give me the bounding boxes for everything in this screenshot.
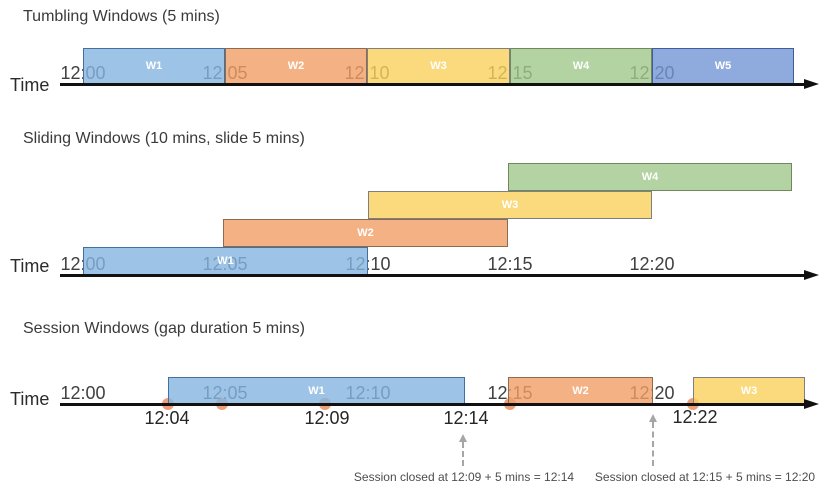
window-label: W1 [308, 384, 325, 397]
window-box-sliding-w4 [508, 163, 792, 191]
annotation-arrow-line [652, 422, 654, 466]
window-box-session-w1 [168, 377, 465, 404]
window-label: W2 [357, 227, 374, 239]
time-axis-label: Time [10, 256, 50, 276]
window-box-tumbling-w1 [83, 48, 225, 84]
window-label: W3 [430, 60, 447, 72]
annotation-arrow-line [462, 442, 464, 466]
window-label: W5 [714, 60, 732, 72]
annotation-text: Session closed at 12:09 + 5 mins = 12:14 [353, 470, 575, 484]
window-label: W4 [572, 60, 590, 72]
tick-label: 12:15 [487, 254, 533, 274]
window-label: W3 [740, 384, 758, 397]
time-axis-label: Time [10, 389, 50, 409]
window-label: W2 [287, 60, 305, 72]
window-box-tumbling-w3 [367, 48, 510, 84]
annotation-arrow-icon [648, 414, 657, 422]
timeline-axis [60, 274, 806, 277]
timeline-axis [60, 83, 806, 86]
event-time-label: 12:22 [672, 407, 718, 427]
section-title-tumbling: Tumbling Windows (5 mins) [23, 8, 220, 25]
time-axis-label: Time [10, 75, 50, 95]
axis-arrow-icon [804, 270, 819, 281]
axis-arrow-icon [804, 79, 819, 90]
annotation-arrow-icon [458, 434, 467, 442]
window-label: W3 [501, 199, 519, 211]
event-time-label: 12:04 [144, 408, 190, 428]
section-title-sliding: Sliding Windows (10 mins, slide 5 mins) [23, 130, 305, 147]
event-time-label: 12:09 [304, 408, 350, 428]
window-box-session-w2 [508, 377, 653, 404]
event-time-label: 12:14 [443, 408, 489, 428]
tick-label: 12:20 [629, 254, 675, 274]
tick-label: 12:00 [60, 383, 106, 403]
timeline-axis [60, 403, 806, 406]
window-box-sliding-w3 [368, 191, 652, 219]
window-label: W1 [145, 60, 163, 72]
annotation-text: Session closed at 12:15 + 5 mins = 12:20 [594, 470, 816, 484]
window-label: W4 [641, 171, 659, 183]
window-label: W2 [572, 384, 589, 397]
window-label: W1 [217, 255, 234, 267]
axis-arrow-icon [804, 399, 819, 410]
section-title-session: Session Windows (gap duration 5 mins) [23, 320, 305, 337]
window-box-sliding-w2 [223, 219, 508, 247]
